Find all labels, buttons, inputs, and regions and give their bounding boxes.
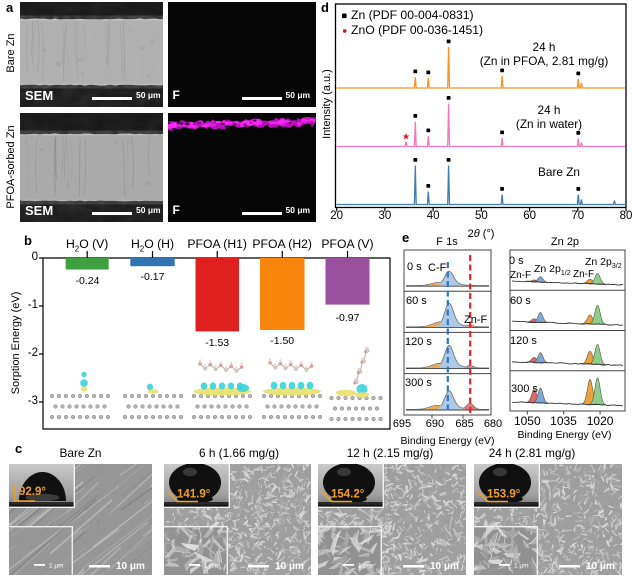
svg-text:154.2°: 154.2° bbox=[331, 489, 365, 501]
svg-text:★: ★ bbox=[402, 132, 410, 142]
svg-text:1 μm: 1 μm bbox=[204, 563, 219, 570]
svg-text:153.9°: 153.9° bbox=[487, 489, 521, 501]
svg-text:10 μm: 10 μm bbox=[275, 561, 304, 572]
svg-text:92.9°: 92.9° bbox=[19, 486, 46, 498]
svg-text:10 μm: 10 μm bbox=[586, 561, 615, 572]
svg-text:141.9°: 141.9° bbox=[177, 489, 211, 501]
svg-text:10 μm: 10 μm bbox=[116, 561, 145, 572]
svg-text:10 μm: 10 μm bbox=[430, 561, 459, 572]
svg-text:1 μm: 1 μm bbox=[49, 563, 64, 570]
svg-text:1 μm: 1 μm bbox=[358, 563, 373, 570]
svg-text:1 μm: 1 μm bbox=[514, 563, 529, 570]
